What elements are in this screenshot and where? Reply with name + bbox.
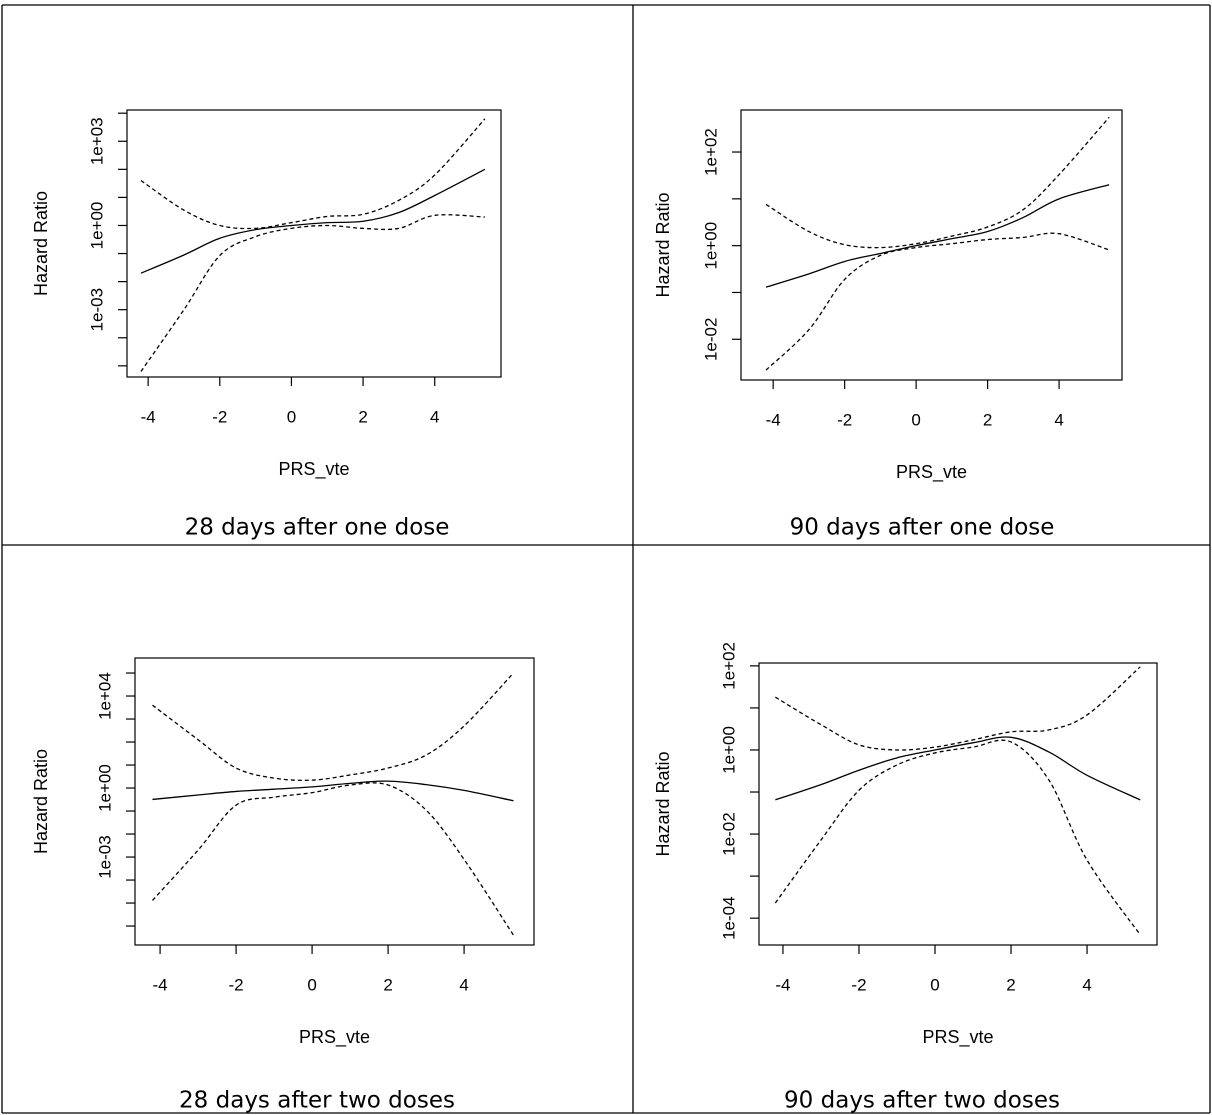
x-axis-label: PRS_vte [896, 462, 967, 483]
y-tick-label: 1e-03 [95, 835, 114, 878]
x-tick-label: -4 [141, 407, 156, 426]
x-tick-label: -2 [229, 975, 244, 994]
y-axis-label: Hazard Ratio [31, 749, 51, 854]
bound-line [765, 116, 1110, 249]
panel-caption: 90 days after one dose [790, 515, 1055, 541]
y-tick-label: 1e+00 [701, 222, 720, 270]
y-tick-label: 1e-04 [719, 896, 738, 939]
x-tick-label: 2 [983, 410, 992, 429]
x-tick-label: 0 [307, 975, 316, 994]
x-tick-label: -2 [837, 410, 852, 429]
table-borders [1, 4, 1211, 1114]
x-tick-label: 0 [930, 975, 939, 994]
y-tick-label: 1e+00 [87, 202, 106, 250]
x-tick-label: -2 [851, 975, 866, 994]
y-tick-label: 1e+02 [719, 642, 738, 690]
estimate-line [775, 736, 1141, 801]
bound-line [140, 214, 485, 372]
x-tick-label: -4 [766, 410, 781, 429]
bound-line [151, 782, 515, 936]
panel-caption: 28 days after one dose [185, 515, 450, 541]
y-tick-label: 1e+04 [95, 672, 114, 720]
x-tick-label: -4 [153, 975, 168, 994]
x-tick-label: 0 [911, 410, 920, 429]
bound-line [765, 232, 1110, 371]
x-tick-label: 0 [287, 407, 296, 426]
y-tick-label: 1e-02 [719, 812, 738, 855]
x-axis-label: PRS_vte [922, 1027, 993, 1048]
x-tick-label: 4 [1082, 975, 1091, 994]
x-tick-label: 4 [459, 975, 468, 994]
panel: -4 -2 0 2 4 1e-02 1e+00 1e+02 PRS_vte Hazard Rati… [653, 109, 1123, 541]
estimate-line [765, 184, 1110, 288]
estimate-line [152, 780, 514, 802]
y-tick-label: 1e+00 [95, 764, 114, 812]
y-tick-label: 1e-02 [701, 318, 720, 361]
y-axis-label: Hazard Ratio [653, 192, 673, 297]
y-axis-label: Hazard Ratio [653, 751, 673, 856]
plot-frame [740, 109, 1123, 381]
bound-line [140, 118, 486, 230]
panel: -4 -2 0 2 4 1e-03 1e+00 1e+03 PRS_vte Hazard Rati… [31, 109, 502, 541]
y-tick-label: 1e+02 [701, 128, 720, 176]
panel: -4 -2 0 2 4 1e-03 1e+00 1e+04 PRS_vte Hazard Rati… [31, 657, 535, 1114]
panel-caption: 90 days after two doses [784, 1088, 1060, 1114]
bound-line [775, 666, 1141, 751]
x-tick-label: 2 [1006, 975, 1015, 994]
y-tick-label: 1e+00 [719, 726, 738, 774]
x-tick-label: -4 [775, 975, 790, 994]
panel: -4 -2 0 2 4 1e-04 1e-02 1e+00 1e+02 PRS_vte Hazard… [653, 642, 1158, 1114]
bound-line [152, 672, 514, 781]
plot-frame [126, 109, 502, 378]
plot-frame [758, 662, 1158, 946]
x-tick-label: 4 [430, 407, 439, 426]
x-axis-label: PRS_vte [299, 1027, 370, 1048]
panel-caption: 28 days after two doses [179, 1088, 455, 1114]
x-axis-label: PRS_vte [278, 459, 349, 480]
plot-frame [134, 657, 535, 946]
y-tick-label: 1e-03 [87, 288, 106, 331]
x-tick-label: 2 [383, 975, 392, 994]
y-tick-label: 1e+03 [87, 117, 106, 165]
x-tick-label: -2 [212, 407, 227, 426]
bound-line [774, 739, 1141, 936]
estimate-line [140, 168, 486, 274]
x-tick-label: 4 [1054, 410, 1063, 429]
y-axis-label: Hazard Ratio [31, 191, 51, 296]
x-tick-label: 2 [358, 407, 367, 426]
